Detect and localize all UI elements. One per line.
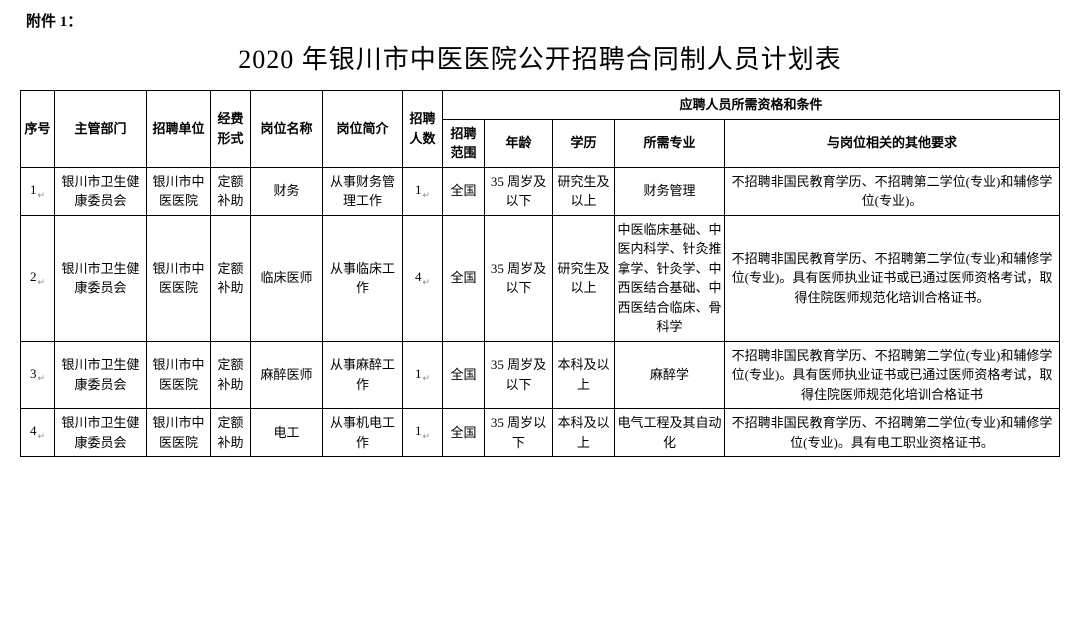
- cell-unit: 银川市中医医院: [147, 341, 211, 409]
- table-row: 3银川市卫生健康委员会银川市中医医院定额补助麻醉医师从事麻醉工作1全国35 周岁…: [21, 341, 1060, 409]
- cell-edu: 研究生及以上: [553, 167, 615, 215]
- cell-pos: 临床医师: [251, 215, 323, 341]
- cell-fund: 定额补助: [211, 215, 251, 341]
- header-count: 招聘人数: [403, 91, 443, 168]
- cell-count: 4: [403, 215, 443, 341]
- cell-scope: 全国: [443, 167, 485, 215]
- cell-pos: 电工: [251, 409, 323, 457]
- cell-other: 不招聘非国民教育学历、不招聘第二学位(专业)和辅修学位(专业)。: [725, 167, 1060, 215]
- attachment-label: 附件 1：: [20, 10, 1060, 31]
- cell-seq: 1: [21, 167, 55, 215]
- header-unit: 招聘单位: [147, 91, 211, 168]
- cell-scope: 全国: [443, 409, 485, 457]
- cell-unit: 银川市中医医院: [147, 215, 211, 341]
- cell-seq: 4: [21, 409, 55, 457]
- cell-dept: 银川市卫生健康委员会: [55, 341, 147, 409]
- cell-seq: 2: [21, 215, 55, 341]
- cell-scope: 全国: [443, 215, 485, 341]
- cell-count: 1: [403, 341, 443, 409]
- cell-other: 不招聘非国民教育学历、不招聘第二学位(专业)和辅修学位(专业)。具有医师执业证书…: [725, 215, 1060, 341]
- header-desc: 岗位简介: [323, 91, 403, 168]
- header-fund: 经费形式: [211, 91, 251, 168]
- cell-other: 不招聘非国民教育学历、不招聘第二学位(专业)和辅修学位(专业)。具有医师执业证书…: [725, 341, 1060, 409]
- table-body: 1银川市卫生健康委员会银川市中医医院定额补助财务从事财务管理工作1全国35 周岁…: [21, 167, 1060, 457]
- cell-edu: 本科及以上: [553, 341, 615, 409]
- header-edu: 学历: [553, 119, 615, 167]
- table-row: 4银川市卫生健康委员会银川市中医医院定额补助电工从事机电工作1全国35 周岁以下…: [21, 409, 1060, 457]
- cell-desc: 从事财务管理工作: [323, 167, 403, 215]
- cell-major: 电气工程及其自动化: [615, 409, 725, 457]
- cell-fund: 定额补助: [211, 167, 251, 215]
- table-row: 2银川市卫生健康委员会银川市中医医院定额补助临床医师从事临床工作4全国35 周岁…: [21, 215, 1060, 341]
- cell-major: 财务管理: [615, 167, 725, 215]
- cell-major: 中医临床基础、中医内科学、针灸推拿学、针灸学、中西医结合基础、中西医结合临床、骨…: [615, 215, 725, 341]
- header-other: 与岗位相关的其他要求: [725, 119, 1060, 167]
- cell-unit: 银川市中医医院: [147, 409, 211, 457]
- cell-edu: 研究生及以上: [553, 215, 615, 341]
- header-seq: 序号: [21, 91, 55, 168]
- cell-age: 35 周岁及以下: [485, 215, 553, 341]
- cell-major: 麻醉学: [615, 341, 725, 409]
- cell-edu: 本科及以上: [553, 409, 615, 457]
- header-major: 所需专业: [615, 119, 725, 167]
- cell-scope: 全国: [443, 341, 485, 409]
- header-dept: 主管部门: [55, 91, 147, 168]
- cell-seq: 3: [21, 341, 55, 409]
- header-req-group: 应聘人员所需资格和条件: [443, 91, 1060, 120]
- header-pos: 岗位名称: [251, 91, 323, 168]
- cell-pos: 麻醉医师: [251, 341, 323, 409]
- cell-dept: 银川市卫生健康委员会: [55, 409, 147, 457]
- cell-fund: 定额补助: [211, 409, 251, 457]
- table-header: 序号 主管部门 招聘单位 经费形式 岗位名称 岗位简介 招聘人数 应聘人员所需资…: [21, 91, 1060, 168]
- cell-dept: 银川市卫生健康委员会: [55, 215, 147, 341]
- cell-pos: 财务: [251, 167, 323, 215]
- header-age: 年龄: [485, 119, 553, 167]
- cell-count: 1: [403, 167, 443, 215]
- table-row: 1银川市卫生健康委员会银川市中医医院定额补助财务从事财务管理工作1全国35 周岁…: [21, 167, 1060, 215]
- cell-fund: 定额补助: [211, 341, 251, 409]
- document-title: 2020 年银川市中医医院公开招聘合同制人员计划表: [20, 39, 1060, 76]
- cell-age: 35 周岁及以下: [485, 341, 553, 409]
- recruitment-table: 序号 主管部门 招聘单位 经费形式 岗位名称 岗位简介 招聘人数 应聘人员所需资…: [20, 90, 1060, 457]
- cell-desc: 从事麻醉工作: [323, 341, 403, 409]
- cell-desc: 从事机电工作: [323, 409, 403, 457]
- cell-count: 1: [403, 409, 443, 457]
- cell-desc: 从事临床工作: [323, 215, 403, 341]
- cell-age: 35 周岁及以下: [485, 167, 553, 215]
- cell-age: 35 周岁以下: [485, 409, 553, 457]
- cell-other: 不招聘非国民教育学历、不招聘第二学位(专业)和辅修学位(专业)。具有电工职业资格…: [725, 409, 1060, 457]
- cell-dept: 银川市卫生健康委员会: [55, 167, 147, 215]
- cell-unit: 银川市中医医院: [147, 167, 211, 215]
- header-scope: 招聘范围: [443, 119, 485, 167]
